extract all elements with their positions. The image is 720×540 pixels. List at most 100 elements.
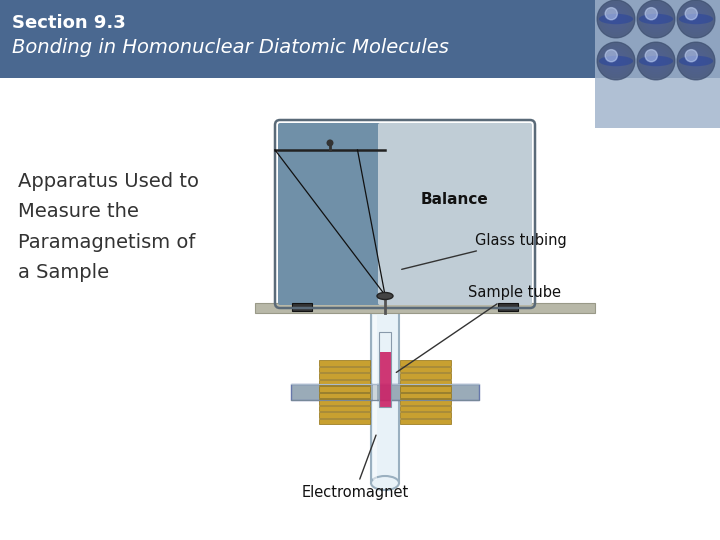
Bar <box>319 418 370 424</box>
Circle shape <box>680 4 711 35</box>
Bar <box>400 367 451 372</box>
Circle shape <box>598 2 634 37</box>
Text: Electromagnet: Electromagnet <box>302 435 409 500</box>
Circle shape <box>600 4 631 35</box>
Circle shape <box>690 55 703 68</box>
Ellipse shape <box>377 293 393 300</box>
Bar <box>400 418 451 424</box>
Text: Glass tubing: Glass tubing <box>402 233 567 269</box>
Bar <box>400 386 451 391</box>
Circle shape <box>643 6 669 32</box>
Circle shape <box>643 48 669 74</box>
Circle shape <box>649 55 662 68</box>
Circle shape <box>603 48 629 74</box>
Circle shape <box>694 59 698 63</box>
Circle shape <box>677 42 715 80</box>
Bar <box>291 384 479 400</box>
Bar <box>319 393 370 398</box>
Circle shape <box>677 0 715 38</box>
Circle shape <box>688 52 705 70</box>
Circle shape <box>603 6 629 32</box>
Text: Bonding in Homonuclear Diatomic Molecules: Bonding in Homonuclear Diatomic Molecule… <box>12 38 449 57</box>
Circle shape <box>678 2 714 37</box>
Ellipse shape <box>599 56 633 66</box>
Circle shape <box>692 57 701 65</box>
Ellipse shape <box>639 56 673 66</box>
Circle shape <box>694 17 698 21</box>
Circle shape <box>611 15 621 23</box>
Bar <box>595 78 720 128</box>
Bar <box>400 406 451 411</box>
Bar <box>319 386 370 391</box>
Circle shape <box>647 10 665 28</box>
Circle shape <box>609 12 623 25</box>
Circle shape <box>685 8 707 30</box>
Circle shape <box>652 57 660 65</box>
Circle shape <box>685 8 698 20</box>
Circle shape <box>678 44 714 78</box>
Bar <box>319 373 370 379</box>
Ellipse shape <box>639 14 673 24</box>
Circle shape <box>637 42 675 80</box>
Circle shape <box>680 46 711 76</box>
Circle shape <box>637 0 675 38</box>
Circle shape <box>641 46 671 76</box>
Circle shape <box>641 4 671 35</box>
Circle shape <box>645 50 657 62</box>
Circle shape <box>607 52 625 70</box>
Bar <box>379 332 391 407</box>
Circle shape <box>605 8 627 30</box>
Bar <box>379 352 391 407</box>
FancyBboxPatch shape <box>378 123 532 305</box>
Circle shape <box>652 15 660 23</box>
Bar <box>319 406 370 411</box>
Bar <box>595 0 720 78</box>
Bar <box>400 380 451 385</box>
Circle shape <box>606 50 617 62</box>
Bar <box>400 399 451 404</box>
Circle shape <box>639 2 673 37</box>
Circle shape <box>690 12 703 25</box>
Circle shape <box>607 10 625 28</box>
Circle shape <box>692 15 701 23</box>
Circle shape <box>645 8 667 30</box>
Circle shape <box>645 8 657 20</box>
Bar <box>319 367 370 372</box>
Circle shape <box>654 17 658 21</box>
Bar <box>371 311 399 483</box>
Circle shape <box>685 50 698 62</box>
Circle shape <box>645 50 667 72</box>
Circle shape <box>614 17 618 21</box>
Bar <box>255 303 595 313</box>
Circle shape <box>614 59 618 63</box>
FancyBboxPatch shape <box>278 123 382 305</box>
Bar <box>319 360 370 366</box>
Text: Sample tube: Sample tube <box>396 285 561 373</box>
Circle shape <box>597 42 635 80</box>
Ellipse shape <box>679 14 713 24</box>
Circle shape <box>647 52 665 70</box>
Circle shape <box>326 139 333 146</box>
Circle shape <box>683 6 709 32</box>
Bar <box>400 412 451 417</box>
Circle shape <box>606 8 617 20</box>
Bar <box>292 303 312 311</box>
Ellipse shape <box>679 56 713 66</box>
Circle shape <box>600 46 631 76</box>
Circle shape <box>597 0 635 38</box>
Bar <box>319 412 370 417</box>
Bar <box>319 399 370 404</box>
Bar <box>319 380 370 385</box>
Bar <box>498 303 518 311</box>
Bar <box>400 393 451 398</box>
Circle shape <box>685 50 707 72</box>
Text: Section 9.3: Section 9.3 <box>12 14 126 32</box>
Circle shape <box>649 12 662 25</box>
Circle shape <box>605 50 627 72</box>
Bar <box>400 360 451 366</box>
Ellipse shape <box>599 14 633 24</box>
Bar <box>0 0 595 78</box>
Circle shape <box>598 44 634 78</box>
Ellipse shape <box>371 476 399 490</box>
Circle shape <box>609 55 623 68</box>
